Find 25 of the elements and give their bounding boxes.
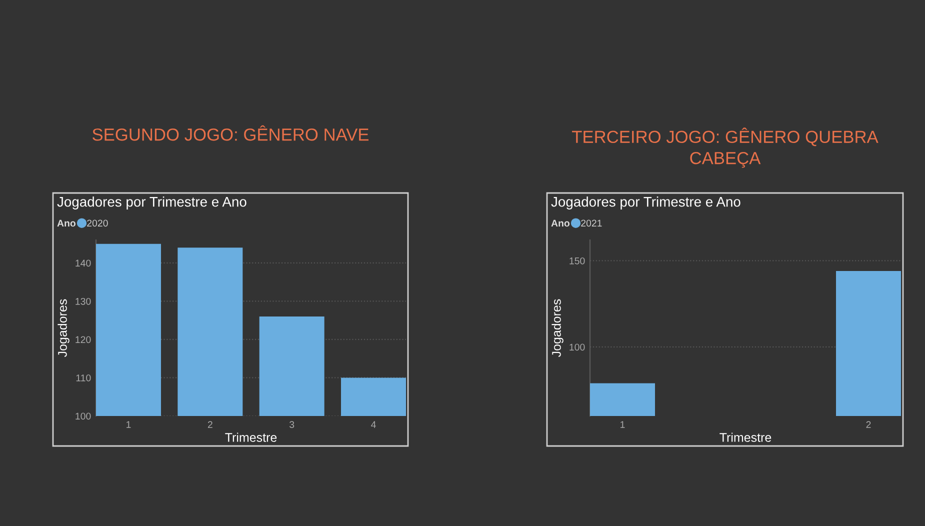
x-axis-title: Trimestre [720,432,772,442]
x-tick-label: 1 [126,421,131,428]
y-axis-title: Jogadores [58,299,70,357]
x-tick-label: 2 [866,421,871,428]
chart-subtitle: Jogadores por Trimestre e Ano [551,196,740,210]
y-tick-label: 100 [76,412,91,420]
y-tick-label: 130 [76,298,91,305]
y-tick-label: 110 [76,374,91,382]
legend-title: Ano [57,220,76,227]
x-tick-label: 2 [208,421,212,428]
y-axis-title: Jogadores [552,299,564,357]
x-tick-label: 1 [620,421,625,428]
legend-title: Ano [551,220,570,227]
x-tick-label: 3 [290,421,294,428]
chart-subtitle: Jogadores por Trimestre e Ano [57,196,246,210]
y-tick-label: 150 [570,257,585,264]
chart-title: SEGUNDO JOGO: GÊNERO NAVE [92,125,369,141]
chart-title: TERCEIRO JOGO: GÊNERO QUEBRA CABEÇA [572,128,878,168]
x-tick-label: 4 [371,421,376,428]
y-tick-label: 100 [570,344,585,351]
y-tick-label: 140 [76,260,91,267]
y-tick-label: 120 [76,336,91,344]
legend-label: 2020 [87,220,108,227]
legend-label: 2021 [581,220,602,227]
x-axis-title: Trimestre [225,432,277,442]
